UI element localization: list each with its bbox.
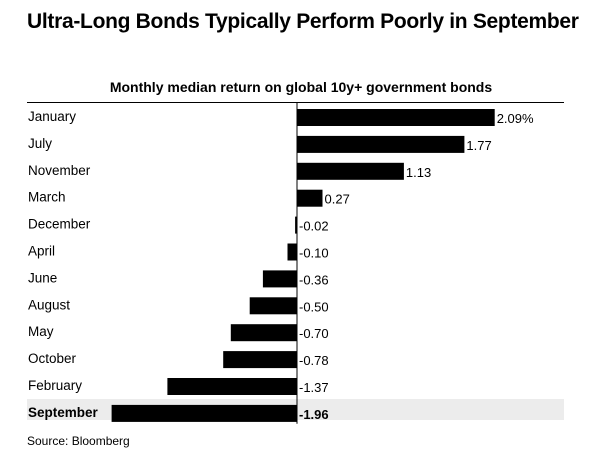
category-label: November	[28, 163, 91, 178]
value-label: 1.77	[466, 138, 491, 153]
bar	[230, 324, 297, 342]
category-label: August	[28, 297, 70, 312]
bar	[167, 378, 297, 395]
value-label: 1.13	[406, 165, 431, 180]
category-label: June	[28, 270, 57, 285]
category-label: May	[28, 324, 54, 339]
bar	[262, 270, 297, 288]
value-label: -1.96	[299, 407, 329, 422]
chart-title: Ultra-Long Bonds Typically Perform Poorl…	[27, 10, 579, 33]
subtitle-rule	[27, 102, 564, 103]
category-label: February	[28, 378, 82, 393]
value-label: -0.02	[299, 219, 329, 234]
value-label: 2.09%	[497, 111, 534, 126]
category-label: July	[28, 136, 52, 151]
value-label: -0.36	[299, 272, 329, 287]
value-label: -0.10	[299, 246, 329, 261]
value-label: -0.70	[299, 326, 329, 341]
bar	[297, 162, 404, 180]
bar	[297, 189, 323, 207]
bar	[249, 297, 297, 315]
category-label: December	[28, 217, 91, 232]
category-label: April	[28, 244, 55, 259]
value-label: 0.27	[325, 192, 350, 207]
category-label: October	[28, 351, 77, 366]
category-label: September	[28, 405, 99, 420]
value-label: -0.78	[299, 353, 329, 368]
bar	[287, 243, 297, 261]
bar	[297, 109, 495, 126]
value-label: -0.50	[299, 299, 329, 314]
bar	[295, 216, 297, 234]
source-note: Source: Bloomberg	[27, 434, 130, 448]
value-label: -1.37	[299, 380, 329, 395]
bar	[111, 404, 297, 422]
category-label: March	[28, 190, 66, 205]
bar	[223, 351, 297, 369]
bar	[297, 135, 465, 153]
chart-subtitle: Monthly median return on global 10y+ gov…	[109, 79, 493, 95]
category-label: January	[28, 109, 76, 124]
